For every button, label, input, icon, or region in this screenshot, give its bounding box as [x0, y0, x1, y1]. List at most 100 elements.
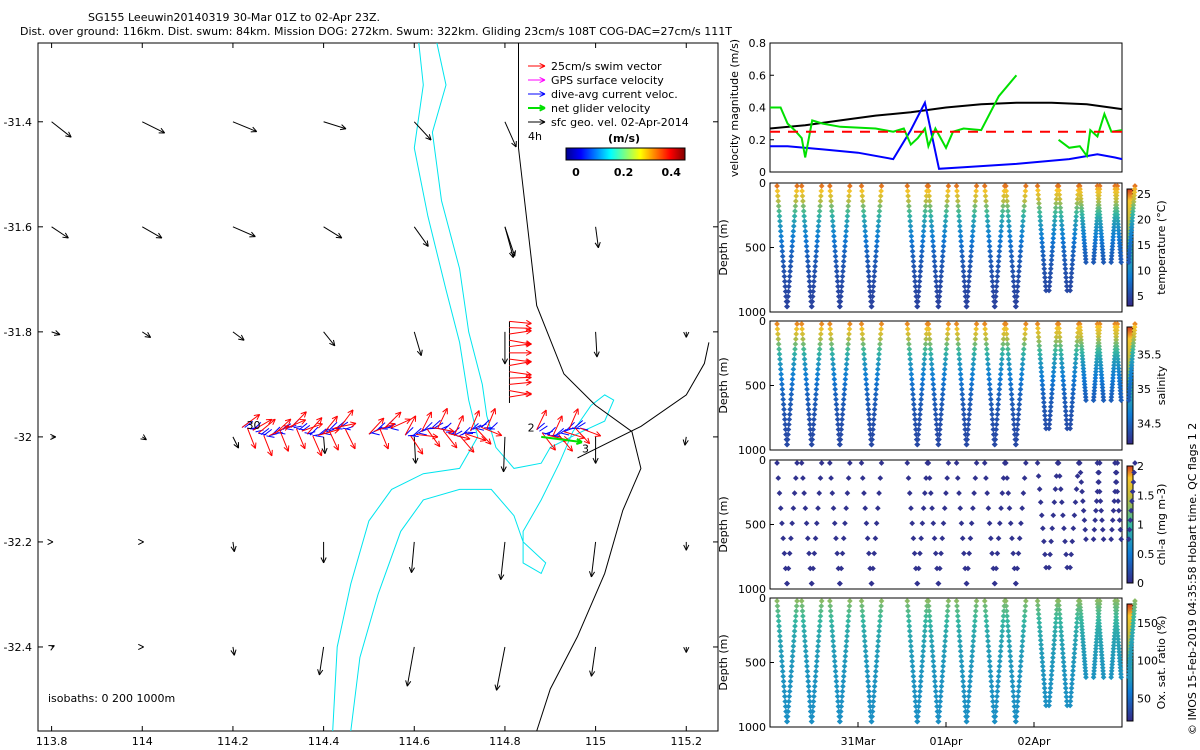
temperature-sample — [816, 213, 823, 219]
temperature-sample — [1078, 208, 1085, 215]
temperature-sample — [1060, 244, 1067, 250]
temperature-sample — [1004, 203, 1011, 209]
temperature-sample — [1117, 246, 1123, 253]
salinity-sample — [806, 411, 812, 418]
oxygen-sample — [1113, 617, 1120, 623]
legend-entry: 4h — [528, 130, 542, 143]
salinity-sample — [787, 406, 793, 413]
oxygen-sample — [958, 653, 964, 660]
map-xtick-label: 113.8 — [36, 735, 68, 748]
temperature-sample — [865, 263, 871, 270]
temperature-sample — [1081, 240, 1088, 247]
salinity-sample — [1072, 360, 1079, 367]
chl-a-sample — [816, 490, 823, 496]
velocity-ylabel: velocity magnitude (m/s) — [728, 39, 741, 177]
salinity-sample — [994, 411, 1001, 418]
salinity-sample — [1130, 340, 1137, 346]
oxygen-sample — [917, 678, 924, 685]
chl-a-sample — [866, 550, 872, 557]
oxygen-sample — [1079, 626, 1085, 633]
oxygen-sample — [1037, 637, 1044, 644]
colorbar — [565, 147, 686, 161]
oxygen-sample — [996, 658, 1003, 665]
oxygen-sample — [829, 623, 835, 629]
oxygen-sample — [1078, 614, 1084, 620]
chl-a-sample — [958, 520, 965, 527]
oxygen-sample — [793, 608, 800, 614]
chl-a-sample — [858, 460, 865, 466]
temperature-sample — [992, 293, 999, 300]
temperature-sample — [1095, 195, 1102, 202]
temperature-sample — [957, 233, 964, 240]
temperature-sample — [1090, 256, 1097, 262]
oxygen-sample — [954, 613, 961, 619]
temperature-sample — [1080, 230, 1087, 237]
temperature-sample — [801, 213, 807, 219]
oxygen-sample — [1114, 623, 1120, 630]
salinity-sample — [790, 366, 797, 373]
temperature-sample — [914, 303, 921, 310]
salinity-sample — [956, 351, 962, 357]
oxygen-sample — [870, 693, 877, 700]
oxygen-sample — [1072, 637, 1079, 644]
temperature-sample — [1062, 270, 1069, 276]
oxygen-sample — [877, 613, 884, 619]
temperature-sample — [929, 233, 936, 240]
salinity-sample — [1043, 425, 1049, 432]
oxygen-sample — [864, 668, 871, 675]
salinity-sample — [1127, 381, 1133, 388]
temperature-sample — [861, 223, 868, 230]
salinity-sample — [987, 386, 993, 393]
temperature-sample — [919, 243, 926, 250]
temperature-sample — [807, 283, 813, 290]
chl-a-sample — [945, 460, 952, 466]
oxygen-sample — [811, 688, 818, 695]
salinity-sample — [989, 411, 995, 418]
salinity-sample — [1062, 399, 1068, 406]
temperature-sample — [1093, 230, 1099, 237]
oxygen-sample — [831, 648, 837, 655]
oxygen-sample — [1115, 642, 1122, 649]
salinity-sample — [809, 431, 816, 438]
oxygen-sample — [1038, 646, 1045, 652]
geo-velocity-arrow — [501, 331, 508, 365]
salinity-sample — [911, 411, 918, 418]
salinity-sample — [1009, 406, 1016, 413]
oxygen-sample — [935, 718, 942, 725]
temperature-sample — [1073, 209, 1080, 215]
temperature-sample — [1046, 287, 1052, 294]
oxygen-sample — [999, 628, 1006, 634]
oxygen-sample — [936, 713, 942, 720]
salinity-sample — [1037, 351, 1043, 358]
temperature-sample — [811, 268, 818, 275]
temperature-sample — [832, 253, 839, 260]
temperature-sample — [1114, 214, 1121, 221]
salinity-sample — [877, 341, 883, 347]
temperature-sample — [960, 268, 967, 275]
temperature-sample — [834, 278, 841, 285]
oxygen-sample — [870, 703, 876, 710]
salinity-sample — [1098, 375, 1105, 381]
salinity-sample — [1013, 436, 1020, 443]
salinity-sample — [1018, 381, 1024, 388]
temperature-sample — [941, 228, 948, 235]
chl-a-sample — [801, 490, 807, 496]
salinity-sample — [1114, 356, 1121, 362]
salinity-sample — [958, 376, 964, 383]
chl-a-sample — [1043, 564, 1049, 571]
salinity-sample — [1092, 381, 1098, 388]
oxygen-sample — [1019, 638, 1026, 645]
salinity-sample — [1099, 387, 1106, 394]
temperature-sample — [1117, 249, 1124, 256]
oxygen-sample — [1062, 676, 1068, 683]
salinity-sample — [943, 341, 950, 347]
temperature-sample — [1022, 193, 1028, 199]
temperature-sample — [1082, 249, 1089, 256]
oxygen-sample — [939, 668, 946, 675]
temperature-sample — [1113, 202, 1120, 208]
oxygen-sample — [929, 643, 935, 650]
temperature-sample — [1006, 228, 1013, 235]
oxygen-sample — [802, 648, 809, 655]
salinity-sample — [1006, 361, 1012, 368]
temperature-sample — [993, 288, 999, 295]
